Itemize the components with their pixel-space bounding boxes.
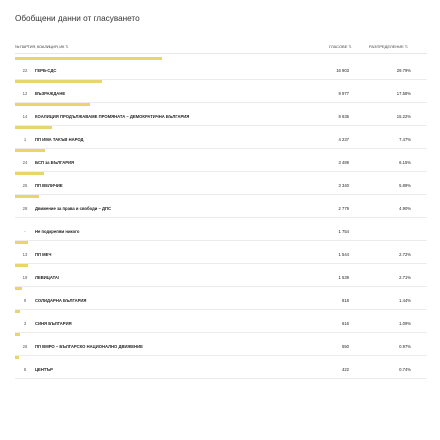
table-header: № ПАРТИЯ, КОАЛИЦИЯ, ИК⇅ ГЛАСОВЕ⇅ РАЗПРЕД… bbox=[15, 43, 427, 53]
party-name: ЛЕВИЦАТА! bbox=[35, 275, 60, 280]
votes-value: 8 635 bbox=[338, 114, 349, 119]
percent-value: 7.47% bbox=[399, 137, 411, 142]
percent-value: 1.44% bbox=[399, 298, 411, 303]
table-row[interactable]: 24 БСП за БЪЛГАРИЯ 3 489 6.15% bbox=[15, 149, 427, 172]
party-name: СИНЯ БЪЛГАРИЯ bbox=[35, 321, 72, 326]
votes-value: 1 539 bbox=[338, 275, 349, 280]
share-bar bbox=[15, 80, 102, 83]
party-name: ПП ИМА ТАКЪВ НАРОД bbox=[35, 137, 84, 142]
column-header-percent-label: РАЗПРЕДЕЛЕНИЕ bbox=[369, 44, 404, 49]
table-row[interactable]: 1 ПП ИМА ТАКЪВ НАРОД 4 237 7.47% bbox=[15, 126, 427, 149]
column-header-votes[interactable]: ГЛАСОВЕ⇅ bbox=[329, 44, 352, 49]
percent-value: 5.89% bbox=[399, 183, 411, 188]
votes-value: 9 977 bbox=[338, 91, 349, 96]
column-header-party-label: № ПАРТИЯ, КОАЛИЦИЯ, ИК bbox=[15, 44, 65, 49]
share-bar bbox=[15, 57, 162, 60]
sort-icon: ⇅ bbox=[404, 44, 409, 49]
party-number: 24 bbox=[22, 160, 28, 165]
share-bar bbox=[15, 310, 20, 313]
party-name: КОАЛИЦИЯ ПРОДЪЛЖАВАМЕ ПРОМЯНАТА – ДЕМОКР… bbox=[35, 114, 190, 119]
percent-value: 17.58% bbox=[396, 91, 411, 96]
votes-value: 550 bbox=[342, 344, 349, 349]
party-number: 13 bbox=[22, 252, 28, 257]
results-table: 22 ГЕРБ-СДС 16 903 29.79% 12 ВЪЗРАЖДАНЕ 9 977 1… bbox=[15, 57, 427, 379]
table-row[interactable]: 26 ПП ВМРО – БЪЛГАРСКО НАЦИОНАЛНО ДВИЖЕНИ… bbox=[15, 333, 427, 356]
share-bar bbox=[15, 241, 28, 244]
sort-icon: ⇅ bbox=[65, 44, 69, 49]
party-number: 12 bbox=[22, 91, 28, 96]
party-number: 19 bbox=[22, 275, 28, 280]
table-row[interactable]: 28 Движение за права и свободи – ДПС 2 779… bbox=[15, 195, 427, 218]
party-number: 3 bbox=[23, 321, 27, 326]
percent-value: 2.72% bbox=[399, 252, 411, 257]
share-bar bbox=[15, 287, 22, 290]
party-number: 9 bbox=[23, 298, 27, 303]
party-name: ВЪЗРАЖДАНЕ bbox=[35, 91, 66, 96]
votes-value: 3 340 bbox=[338, 183, 349, 188]
votes-value: 422 bbox=[342, 367, 349, 372]
table-row[interactable]: 13 ПП МЕЧ 1 544 2.72% bbox=[15, 241, 427, 264]
party-number: 1 bbox=[23, 137, 27, 142]
header-divider bbox=[15, 53, 427, 54]
share-bar bbox=[15, 195, 39, 198]
party-name: БСП за БЪЛГАРИЯ bbox=[35, 160, 75, 165]
votes-value: 4 237 bbox=[338, 137, 349, 142]
percent-value: 0.74% bbox=[399, 367, 411, 372]
party-name: ЦЕНТЪР bbox=[35, 367, 53, 372]
percent-value: 1.09% bbox=[399, 321, 411, 326]
share-bar bbox=[15, 149, 45, 152]
party-number: 28 bbox=[22, 206, 28, 211]
percent-value: 15.22% bbox=[396, 114, 411, 119]
party-number: 8 bbox=[23, 367, 27, 372]
votes-value: 3 489 bbox=[338, 160, 349, 165]
sort-icon: ⇅ bbox=[348, 44, 352, 49]
table-row[interactable]: 3 СИНЯ БЪЛГАРИЯ 616 1.09% bbox=[15, 310, 427, 333]
table-row[interactable]: - Не подкрепям никого 1 754 bbox=[15, 218, 427, 241]
party-number: - bbox=[24, 229, 26, 234]
share-bar bbox=[15, 126, 52, 129]
party-name: СОЛИДАРНА БЪЛГАРИЯ bbox=[35, 298, 87, 303]
table-row[interactable]: 19 ЛЕВИЦАТА! 1 539 2.71% bbox=[15, 264, 427, 287]
column-header-percent[interactable]: РАЗПРЕДЕЛЕНИЕ⇅ bbox=[369, 44, 408, 49]
share-bar bbox=[15, 333, 20, 336]
percent-value: 2.71% bbox=[399, 275, 411, 280]
table-row[interactable]: 22 ГЕРБ-СДС 16 903 29.79% bbox=[15, 57, 427, 80]
table-row[interactable]: 8 ЦЕНТЪР 422 0.74% bbox=[15, 356, 427, 379]
share-bar bbox=[15, 103, 90, 106]
party-name: ПП МЕЧ bbox=[35, 252, 52, 257]
column-header-votes-label: ГЛАСОВЕ bbox=[329, 44, 348, 49]
table-row[interactable]: 14 КОАЛИЦИЯ ПРОДЪЛЖАВАМЕ ПРОМЯНАТА – ДЕМО… bbox=[15, 103, 427, 126]
party-number: 25 bbox=[22, 183, 28, 188]
percent-value: 29.79% bbox=[396, 68, 411, 73]
party-name: ПП ВЕЛИЧИЕ bbox=[35, 183, 63, 188]
section-title: Обобщени данни от гласуването bbox=[15, 14, 140, 23]
share-bar bbox=[15, 356, 19, 359]
percent-value: 4.90% bbox=[399, 206, 411, 211]
table-row[interactable]: 12 ВЪЗРАЖДАНЕ 9 977 17.58% bbox=[15, 80, 427, 103]
table-row[interactable]: 9 СОЛИДАРНА БЪЛГАРИЯ 818 1.44% bbox=[15, 287, 427, 310]
party-name: Движение за права и свободи – ДПС bbox=[35, 206, 112, 211]
top-cut-off-text bbox=[0, 0, 440, 6]
votes-value: 1 544 bbox=[338, 252, 349, 257]
party-number: 22 bbox=[22, 68, 28, 73]
party-name: ГЕРБ-СДС bbox=[35, 68, 57, 73]
table-row[interactable]: 25 ПП ВЕЛИЧИЕ 3 340 5.89% bbox=[15, 172, 427, 195]
votes-value: 616 bbox=[342, 321, 349, 326]
percent-value: 0.97% bbox=[399, 344, 411, 349]
share-bar bbox=[15, 264, 28, 267]
party-number: 26 bbox=[22, 344, 28, 349]
votes-value: 1 754 bbox=[338, 229, 349, 234]
votes-value: 16 903 bbox=[336, 68, 349, 73]
column-header-party[interactable]: № ПАРТИЯ, КОАЛИЦИЯ, ИК⇅ bbox=[15, 44, 69, 49]
party-name: ПП ВМРО – БЪЛГАРСКО НАЦИОНАЛНО ДВИЖЕНИЕ bbox=[35, 344, 143, 349]
votes-value: 2 779 bbox=[338, 206, 349, 211]
votes-value: 818 bbox=[342, 298, 349, 303]
party-number: 14 bbox=[22, 114, 28, 119]
share-bar bbox=[15, 172, 44, 175]
percent-value: 6.15% bbox=[399, 160, 411, 165]
party-name: Не подкрепям никого bbox=[35, 229, 80, 234]
